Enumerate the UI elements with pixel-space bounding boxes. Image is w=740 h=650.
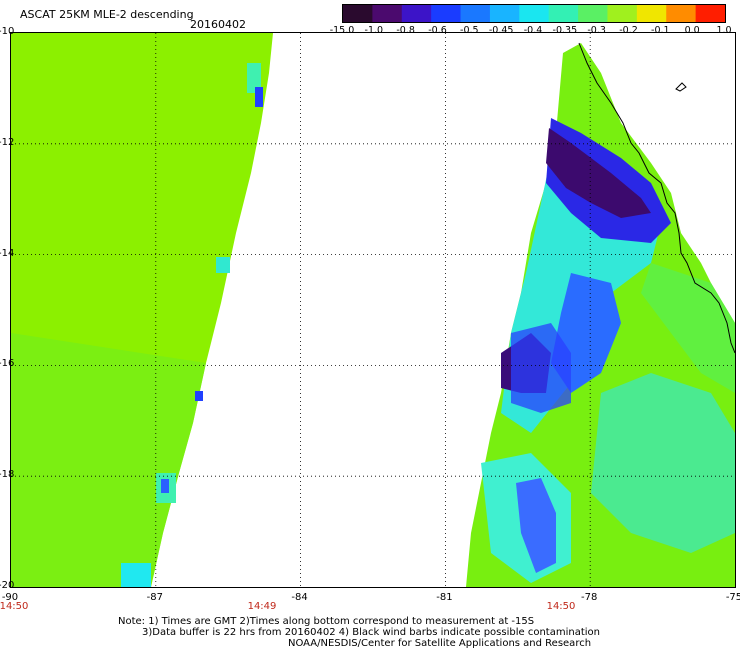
note-line-1: Note: 1) Times are GMT 2)Times along bot…	[118, 616, 535, 627]
colorbar-swatch	[636, 5, 667, 22]
longitude-label: -84	[291, 592, 308, 603]
colorbar-tick-label: -0.35	[552, 25, 578, 36]
left-blue-patch-2	[195, 391, 203, 401]
colorbar-tick-label: -0.2	[619, 25, 638, 36]
lat-lon-grid	[11, 33, 735, 587]
left-cyan-patch-2	[216, 257, 230, 273]
colorbar-swatch	[343, 5, 373, 22]
colorbar-swatch	[695, 5, 725, 22]
right-swath-blue-3	[516, 478, 556, 573]
longitude-label: -81	[436, 592, 453, 603]
colorbar-tick-label: 1.0	[716, 25, 732, 36]
colorbar-swatch	[431, 5, 462, 22]
right-swath-dark	[546, 128, 651, 218]
colorbar-swatch	[578, 5, 608, 22]
colorbar-tick-label: -0.3	[587, 25, 606, 36]
right-swath-cyan-4	[591, 373, 735, 553]
colorbar-swatch	[401, 5, 432, 22]
colorbar-tick-label: 0.0	[684, 25, 700, 36]
latitude-label: -12	[0, 136, 15, 148]
colorbar-swatch	[607, 5, 638, 22]
latitude-label: -14	[0, 247, 15, 259]
left-blue-patch	[255, 87, 263, 107]
colorbar-tick-label: -0.45	[488, 25, 514, 36]
map-plot	[10, 32, 736, 588]
colorbar-tick-label: -15.0	[329, 25, 355, 36]
colorbar-tick-label: -0.6	[428, 25, 447, 36]
latitude-label: -18	[0, 469, 15, 481]
map-canvas	[11, 33, 735, 587]
colorbar-swatch	[548, 5, 579, 22]
note-line-3: NOAA/NESDIS/Center for Satellite Applica…	[288, 638, 592, 649]
left-swath-shading	[11, 333, 206, 587]
colorbar-tick-label: -0.5	[460, 25, 479, 36]
pass-time-label: 14:50	[0, 601, 29, 612]
product-date: 20160402	[190, 18, 246, 31]
left-blue-patch-3	[161, 479, 169, 493]
colorbar-tick-label: -0.4	[523, 25, 543, 36]
right-swath-green-east	[641, 263, 735, 393]
longitude-label: -75	[725, 592, 740, 603]
longitude-label: -87	[146, 592, 163, 603]
latitude-label: -16	[0, 358, 15, 370]
colorbar-swatch	[489, 5, 520, 22]
lake-outline	[675, 82, 687, 92]
colorbar-tick-label: -0.8	[396, 25, 415, 36]
latitude-label: -10	[0, 26, 15, 37]
colorbar-swatch	[519, 5, 550, 22]
colorbar-swatch	[666, 5, 697, 22]
latitude-label: -20	[0, 580, 15, 591]
left-cyan-patch	[247, 63, 261, 93]
left-cyan-patch-4	[121, 563, 151, 587]
longitude-label: -78	[581, 592, 598, 603]
colorbar	[342, 4, 726, 23]
note-line-2: 3)Data buffer is 22 hrs from 20160402 4)…	[142, 627, 600, 638]
pass-time-label: 14:50	[546, 601, 576, 612]
colorbar-swatch	[460, 5, 491, 22]
right-swath-blue-2	[511, 323, 571, 413]
colorbar-swatch	[372, 5, 403, 22]
coastline	[578, 42, 735, 354]
product-title: ASCAT 25KM MLE-2 descending	[20, 8, 194, 21]
longitude-label: -90	[1, 592, 19, 603]
pass-time-label: 14:49	[247, 601, 277, 612]
colorbar-tick-label: -1.0	[364, 25, 384, 36]
colorbar-tick-label: -0.1	[651, 25, 670, 36]
